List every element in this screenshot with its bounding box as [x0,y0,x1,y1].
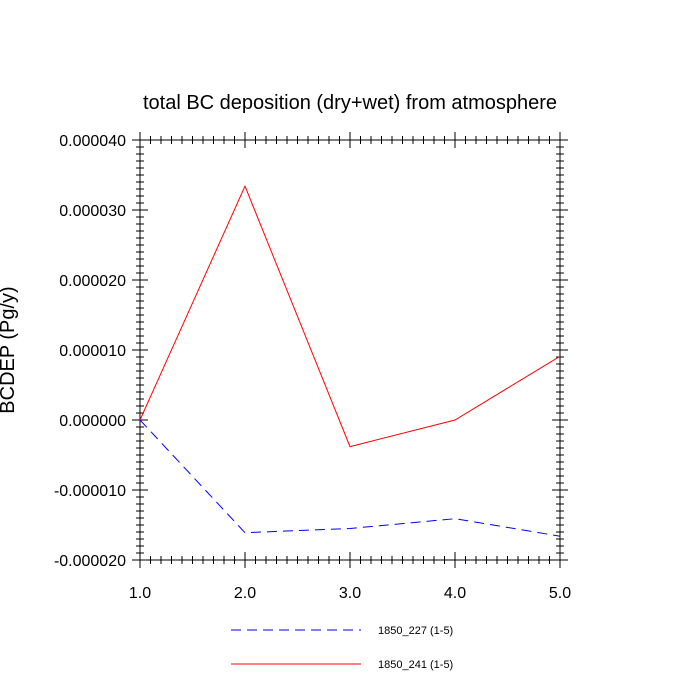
y-tick-label: -0.000020 [54,553,126,570]
y-tick-label: 0.000020 [59,273,126,290]
chart-title: total BC deposition (dry+wet) from atmos… [143,92,557,114]
y-tick-label: 0.000010 [59,343,126,360]
x-tick-label: 2.0 [234,585,256,602]
y-axis-label: BCDEP (Pg/y) [0,286,19,413]
y-tick-label: -0.000010 [54,483,126,500]
legend: 1850_227 (1-5) 1850_241 (1-5) [231,625,453,671]
x-tick-label: 3.0 [339,585,361,602]
series-line-2 [139,184,561,448]
series-layer [139,184,561,537]
y-tick-label: 0.000000 [59,413,126,430]
legend-label-1: 1850_227 (1-5) [378,625,453,637]
x-tick-label: 4.0 [444,585,466,602]
x-tick-label: 1.0 [129,585,151,602]
legend-label-2: 1850_241 (1-5) [378,659,453,671]
axis-ticks: 1.0 2.0 3.0 4.0 5.0 -0.000020 -0.000010 0.00000… [54,132,571,602]
plot-frame [139,139,561,561]
series-line-1 [139,419,561,537]
x-tick-label: 5.0 [549,585,571,602]
y-tick-label: 0.000030 [59,203,126,220]
y-tick-label: 0.000040 [59,133,126,150]
